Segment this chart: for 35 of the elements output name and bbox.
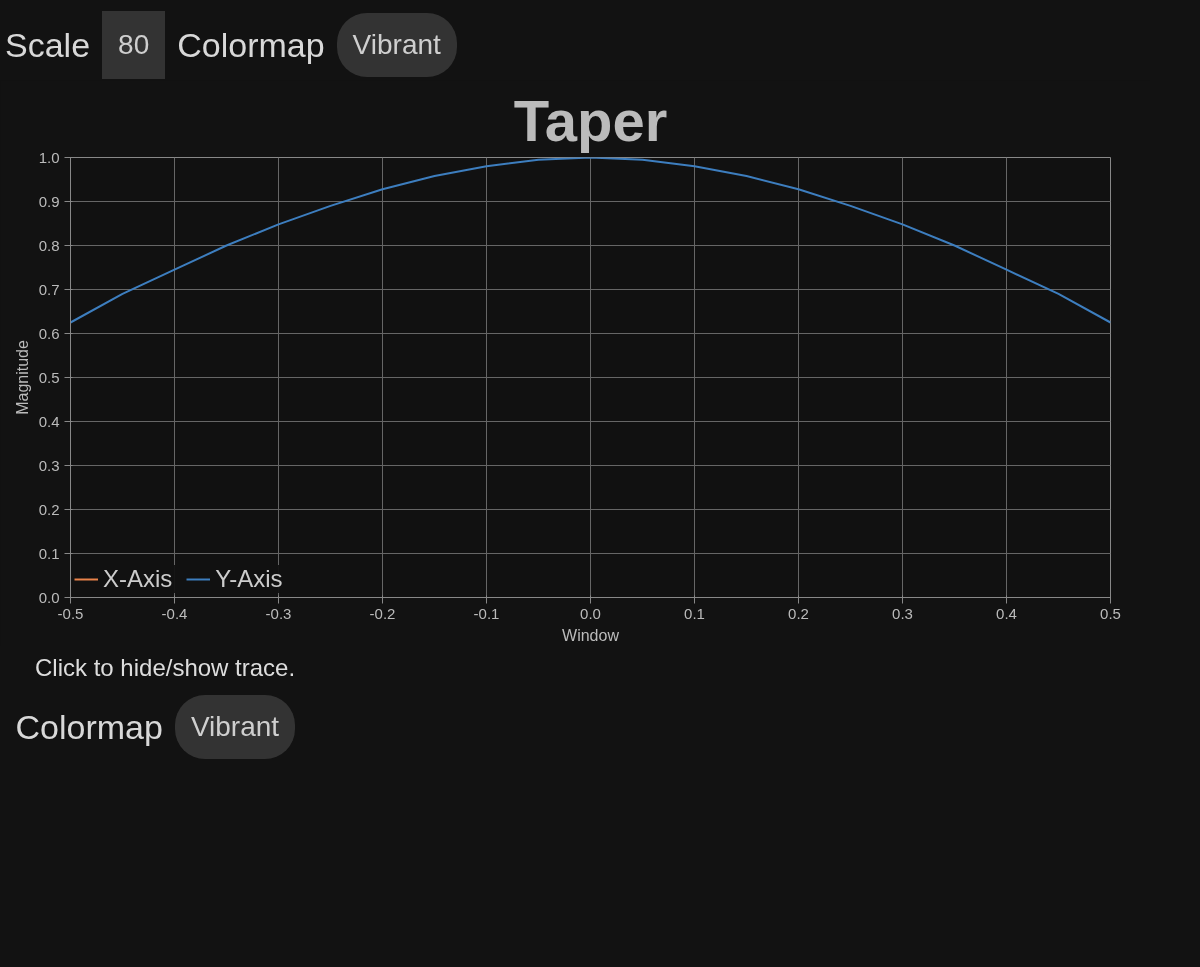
legend-label: Y-Axis	[215, 565, 283, 593]
chart-title: Taper	[513, 87, 668, 153]
x-tick-label: 0.1	[684, 604, 705, 622]
x-tick-label: 0.5	[1100, 604, 1121, 622]
x-tick-label: -0.4	[161, 604, 188, 622]
text: Click to hide/show trace.	[35, 653, 296, 683]
text: Vibrant	[336, 13, 457, 77]
text: Colormap	[15, 707, 163, 748]
y-tick-label: 0.1	[38, 544, 60, 562]
y-tick-label: 1.0	[38, 148, 60, 166]
y-tick-label: 0.8	[38, 236, 60, 254]
y-tick-label: 0.4	[38, 412, 60, 430]
x-tick-label: -0.3	[265, 604, 292, 622]
x-tick-label: 0.0	[580, 604, 601, 622]
text: Scale	[5, 24, 91, 66]
x-tick-label: 0.3	[892, 604, 913, 622]
text: Colormap	[177, 24, 325, 66]
x-tick-label: -0.5	[57, 604, 84, 622]
x-tick-label: -0.1	[473, 604, 500, 622]
y-tick-label: 0.9	[38, 192, 60, 210]
y-tick-label: 0.0	[38, 588, 60, 606]
y-tick-label: 0.2	[38, 500, 60, 518]
line-series	[70, 157, 1111, 324]
y-tick-label: 0.6	[38, 324, 60, 342]
x-tick-label: 0.4	[996, 604, 1017, 622]
x-tick-label: 0.2	[788, 604, 809, 622]
y-tick-label: 0.7	[38, 280, 60, 298]
y-axis-title: Magnitude	[13, 340, 31, 415]
legend-label: X-Axis	[103, 565, 173, 593]
y-tick-label: 0.3	[38, 456, 60, 474]
x-tick-label: -0.2	[369, 604, 396, 622]
y-tick-label: 0.5	[38, 368, 60, 386]
text: Vibrant	[174, 695, 296, 760]
text: 80	[102, 11, 166, 79]
x-axis-title: Window	[562, 626, 620, 644]
